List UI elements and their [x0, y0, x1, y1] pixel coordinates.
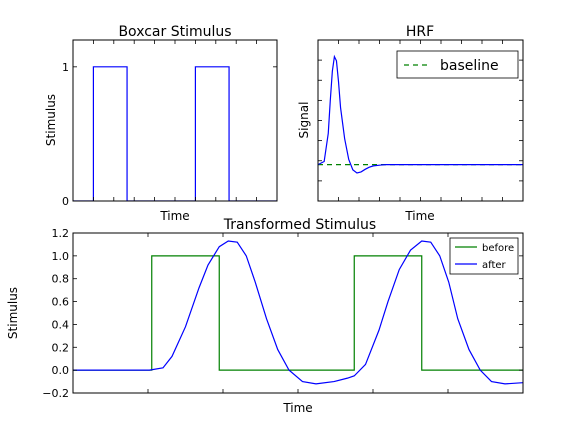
transformed-before-line — [73, 255, 523, 371]
transformed-y-tick-label: 1.2 — [52, 227, 70, 240]
transformed-y-tick-label: 1.0 — [52, 250, 70, 263]
transformed-panel: −0.2 0.0 0.2 0.4 0.6 0.8 1.0 1.2 Transformed St… — [6, 217, 524, 415]
hrf-series — [318, 54, 523, 174]
transformed-ticks: −0.2 0.0 0.2 0.4 0.6 0.8 1.0 1.2 — [42, 227, 523, 400]
boxcar-y-tick-label: 0 — [62, 195, 69, 208]
hrf-title: HRF — [406, 24, 434, 40]
transformed-ylabel: Stimulus — [6, 287, 20, 339]
boxcar-signal-line — [73, 66, 277, 201]
hrf-ticks — [318, 40, 523, 201]
hrf-signal-line — [318, 54, 523, 174]
boxcar-xlabel: Time — [159, 209, 189, 223]
transformed-after-line — [73, 240, 523, 385]
hrf-xlabel: Time — [404, 209, 434, 223]
hrf-legend: baseline — [396, 50, 519, 79]
transformed-legend: before after — [449, 237, 519, 275]
transformed-legend-after-label: after — [482, 260, 507, 271]
transformed-y-tick-label: 0.6 — [52, 296, 70, 309]
hrf-ylabel: Signal — [297, 102, 311, 139]
transformed-title: Transformed Stimulus — [223, 217, 376, 233]
boxcar-axes-frame — [72, 39, 278, 202]
boxcar-ylabel: Stimulus — [44, 94, 58, 146]
transformed-y-tick-label: 0.8 — [52, 273, 70, 286]
transformed-legend-before-label: before — [482, 243, 514, 254]
transformed-series — [73, 240, 523, 385]
boxcar-series — [73, 66, 277, 201]
transformed-y-tick-label: −0.2 — [42, 387, 69, 400]
transformed-y-tick-label: 0.0 — [52, 364, 70, 377]
boxcar-title: Boxcar Stimulus — [118, 24, 231, 40]
transformed-xlabel: Time — [282, 401, 312, 415]
transformed-y-tick-label: 0.2 — [52, 341, 70, 354]
boxcar-ticks: 01 — [62, 40, 277, 208]
hrf-panel: HRF Time Signal baseline — [297, 24, 524, 223]
transformed-legend-box — [449, 237, 519, 275]
boxcar-panel: 01 Boxcar Stimulus Time Stimulus — [44, 24, 278, 223]
transformed-y-tick-label: 0.4 — [52, 318, 70, 331]
boxcar-y-tick-label: 1 — [62, 61, 69, 74]
hrf-legend-baseline-label: baseline — [440, 58, 499, 74]
